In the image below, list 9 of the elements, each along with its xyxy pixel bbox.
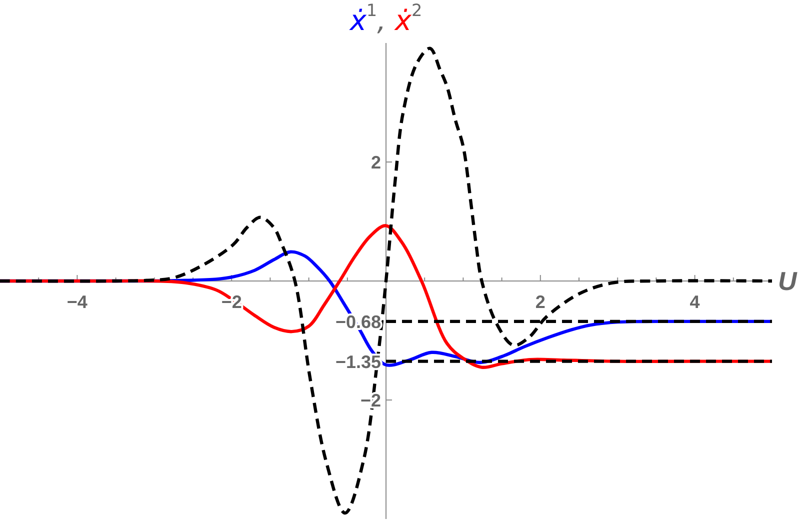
y-tick-label: −1.35 [335,352,381,372]
y-axis-title: ẋ$^{1}$, ẋ$^{2}$ [348,0,422,37]
x-axis-title: U [778,266,798,296]
y-tick-label: −2 [360,390,381,410]
x-tick-label: −4 [66,292,88,312]
x-tick-label: 2 [535,292,546,312]
y-tick-label: 2 [370,152,381,172]
line-series [0,46,774,515]
x-tick-label: 4 [690,292,700,312]
